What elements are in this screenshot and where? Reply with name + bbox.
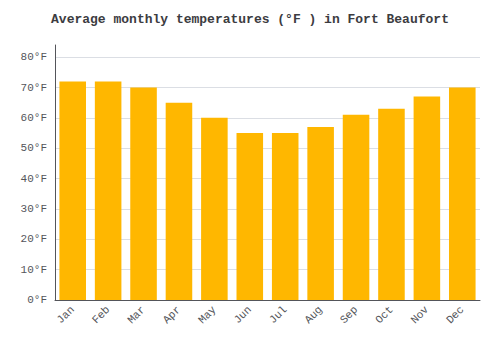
svg-text:May: May [196, 303, 219, 326]
svg-text:Average monthly temperatures (: Average monthly temperatures (°F ) in Fo… [51, 12, 449, 27]
svg-text:0°F: 0°F [27, 294, 47, 306]
svg-text:Sep: Sep [338, 304, 360, 326]
svg-text:80°F: 80°F [21, 51, 47, 63]
svg-text:Nov: Nov [409, 303, 432, 326]
svg-text:Feb: Feb [90, 304, 112, 326]
svg-text:50°F: 50°F [21, 142, 47, 154]
svg-text:70°F: 70°F [21, 82, 47, 94]
svg-text:30°F: 30°F [21, 203, 47, 215]
svg-text:20°F: 20°F [21, 233, 47, 245]
svg-text:Jun: Jun [232, 304, 254, 326]
svg-text:40°F: 40°F [21, 173, 47, 185]
svg-text:Aug: Aug [302, 304, 324, 326]
svg-text:Apr: Apr [161, 304, 183, 326]
svg-text:Jan: Jan [54, 304, 76, 326]
svg-text:Jul: Jul [267, 304, 289, 326]
svg-text:Mar: Mar [125, 304, 147, 326]
svg-text:Dec: Dec [444, 304, 466, 326]
svg-text:60°F: 60°F [21, 112, 47, 124]
svg-text:10°F: 10°F [21, 264, 47, 276]
svg-text:Oct: Oct [373, 304, 395, 326]
